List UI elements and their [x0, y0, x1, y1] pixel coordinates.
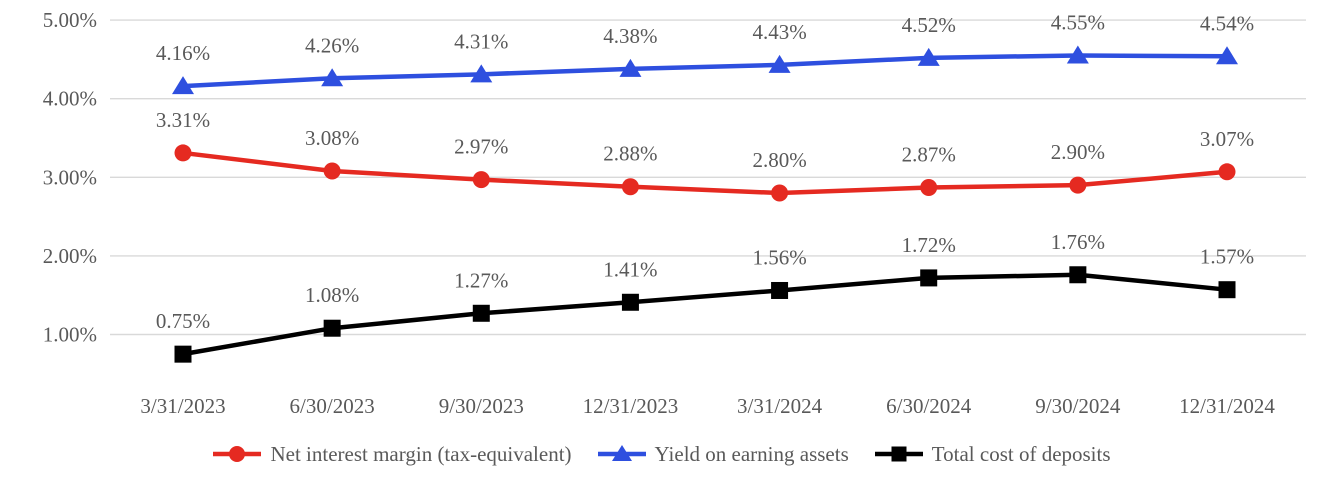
data-label: 4.54%: [1200, 11, 1254, 35]
y-tick-label: 3.00%: [43, 165, 97, 189]
y-tick-label: 1.00%: [43, 323, 97, 347]
data-label: 4.38%: [603, 24, 657, 48]
legend-item-0: Net interest margin (tax-equivalent): [213, 441, 572, 467]
legend-marker-circle-icon: [213, 446, 262, 462]
legend-label: Yield on earning assets: [654, 441, 849, 466]
series-2-marker-square: [174, 345, 192, 363]
data-label: 1.57%: [1200, 245, 1254, 269]
series-2-marker-square: [621, 293, 639, 311]
series-1-marker-triangle: [768, 54, 791, 73]
legend: Net interest margin (tax-equivalent) Yiel…: [0, 438, 1324, 470]
series-0-marker-circle: [472, 171, 490, 189]
legend-item-2: Total cost of deposits: [874, 441, 1111, 467]
y-tick-label: 4.00%: [43, 87, 97, 111]
series-1-marker-triangle: [470, 64, 493, 83]
series-0-marker-circle: [621, 178, 639, 196]
series-0-marker-circle: [920, 179, 938, 197]
series-0-marker-circle: [174, 144, 192, 162]
series-1-marker-triangle: [1066, 45, 1089, 64]
data-label: 1.08%: [305, 283, 359, 307]
data-label: 4.26%: [305, 33, 359, 57]
data-label: 1.72%: [902, 233, 956, 257]
legend-label: Net interest margin (tax-equivalent): [270, 441, 572, 466]
data-label: 1.27%: [454, 268, 508, 292]
series-1-marker-triangle: [917, 47, 940, 66]
x-tick-label: 3/31/2024: [737, 394, 823, 418]
data-label: 0.75%: [156, 309, 210, 333]
series-2-marker-square: [920, 269, 938, 287]
series-2-marker-square: [1069, 266, 1087, 284]
series-2-marker-square: [1218, 281, 1236, 299]
x-tick-label: 6/30/2024: [886, 394, 972, 418]
x-tick-label: 9/30/2023: [439, 394, 524, 418]
data-label: 2.97%: [454, 135, 508, 159]
data-label: 2.87%: [902, 143, 956, 167]
series-1-marker-triangle: [321, 68, 344, 87]
series-2-marker-square: [323, 319, 341, 337]
series-line-1: [182, 53, 1228, 89]
series-1-marker-triangle: [1216, 46, 1239, 65]
data-label: 4.52%: [902, 13, 956, 37]
legend-marker-shape: [611, 445, 632, 461]
data-label: 3.31%: [156, 108, 210, 132]
x-tick-label: 12/31/2023: [583, 394, 679, 418]
data-label: 3.08%: [305, 126, 359, 150]
data-label: 2.88%: [603, 142, 657, 166]
series-0-marker-circle: [323, 162, 341, 180]
series-line-0: [182, 150, 1228, 196]
data-label: 3.07%: [1200, 127, 1254, 151]
series-2-marker-square: [771, 281, 789, 299]
series-2-marker-square: [472, 304, 490, 322]
series-1-marker-triangle: [172, 76, 194, 95]
x-tick-label: 3/31/2023: [140, 394, 225, 418]
data-label: 4.55%: [1051, 10, 1105, 34]
legend-marker-shape: [229, 446, 246, 462]
y-tick-label: 5.00%: [43, 8, 97, 32]
x-tick-label: 12/31/2024: [1179, 394, 1275, 418]
legend-item-1: Yield on earning assets: [597, 441, 849, 467]
data-label: 1.56%: [752, 245, 806, 269]
data-label: 1.41%: [603, 257, 657, 281]
series-line-2: [182, 272, 1228, 357]
legend-marker-triangle-icon: [597, 445, 646, 461]
series-0-marker-circle: [1069, 176, 1087, 194]
legend-marker-shape: [891, 446, 907, 462]
series-0-marker-circle: [1218, 163, 1236, 181]
series-0-marker-circle: [771, 184, 789, 202]
data-label: 4.16%: [156, 41, 210, 65]
data-label: 2.90%: [1051, 140, 1105, 164]
series-1-marker-triangle: [619, 58, 642, 77]
x-tick-label: 6/30/2023: [290, 394, 375, 418]
legend-marker-square-icon: [874, 446, 923, 462]
data-label: 4.43%: [752, 20, 806, 44]
legend-label: Total cost of deposits: [931, 441, 1111, 466]
x-tick-label: 9/30/2024: [1035, 394, 1121, 418]
y-tick-label: 2.00%: [43, 244, 97, 268]
data-label: 1.76%: [1051, 230, 1105, 254]
data-label: 4.31%: [454, 29, 508, 53]
data-label: 2.80%: [752, 148, 806, 172]
